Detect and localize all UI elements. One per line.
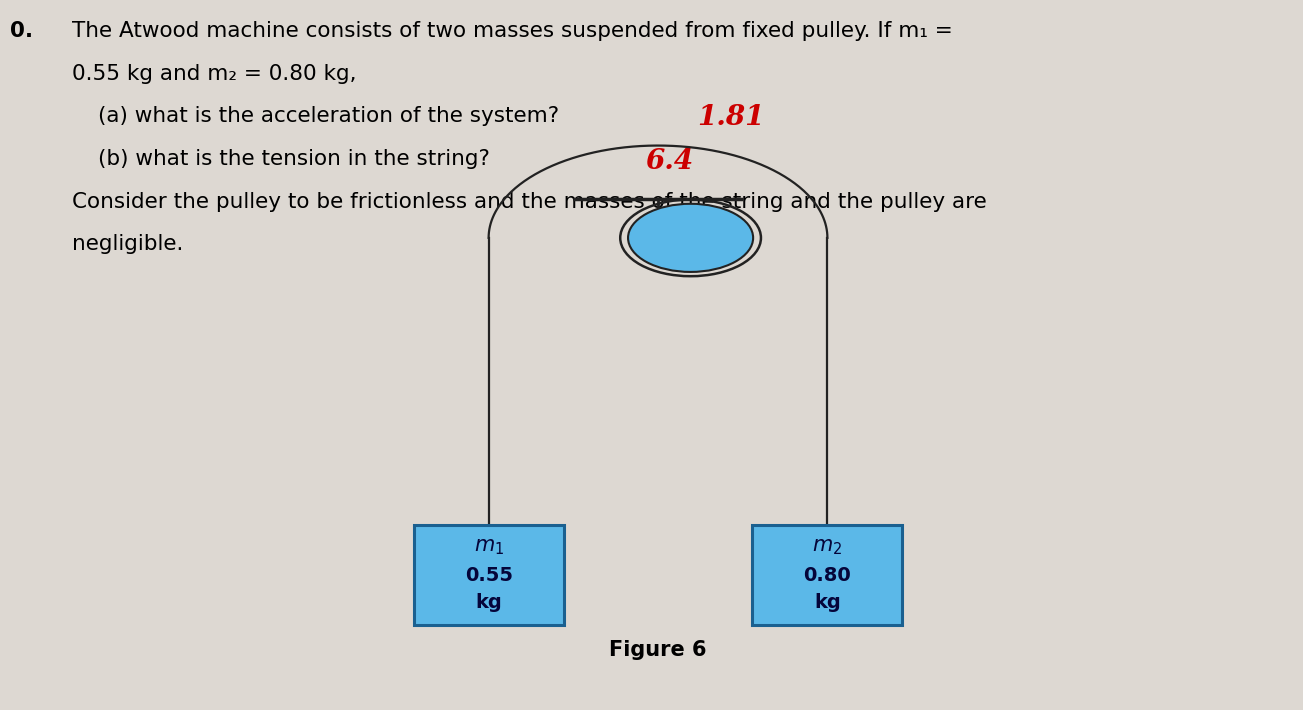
Text: Consider the pulley to be frictionless and the masses of the string and the pull: Consider the pulley to be frictionless a… [72, 192, 986, 212]
Text: 0.55 kg and m₂ = 0.80 kg,: 0.55 kg and m₂ = 0.80 kg, [72, 64, 356, 84]
Text: 0.55: 0.55 [465, 566, 512, 584]
Text: kg: kg [814, 594, 840, 613]
Text: Figure 6: Figure 6 [610, 640, 706, 660]
Text: kg: kg [476, 594, 502, 613]
Text: 1.81: 1.81 [697, 104, 765, 131]
Circle shape [628, 204, 753, 272]
Text: 6.4: 6.4 [645, 148, 693, 175]
FancyBboxPatch shape [414, 525, 563, 625]
Text: negligible.: negligible. [72, 234, 182, 254]
Text: (b) what is the tension in the string?: (b) what is the tension in the string? [98, 149, 490, 169]
Text: The Atwood machine consists of two masses suspended from fixed pulley. If m₁ =: The Atwood machine consists of two masse… [72, 21, 952, 41]
Text: 0.: 0. [10, 21, 34, 41]
Text: $m_1$: $m_1$ [473, 537, 504, 557]
Text: $m_2$: $m_2$ [812, 537, 843, 557]
Text: (a) what is the acceleration of the system?: (a) what is the acceleration of the syst… [98, 106, 559, 126]
Text: 0.80: 0.80 [804, 566, 851, 584]
FancyBboxPatch shape [753, 525, 902, 625]
